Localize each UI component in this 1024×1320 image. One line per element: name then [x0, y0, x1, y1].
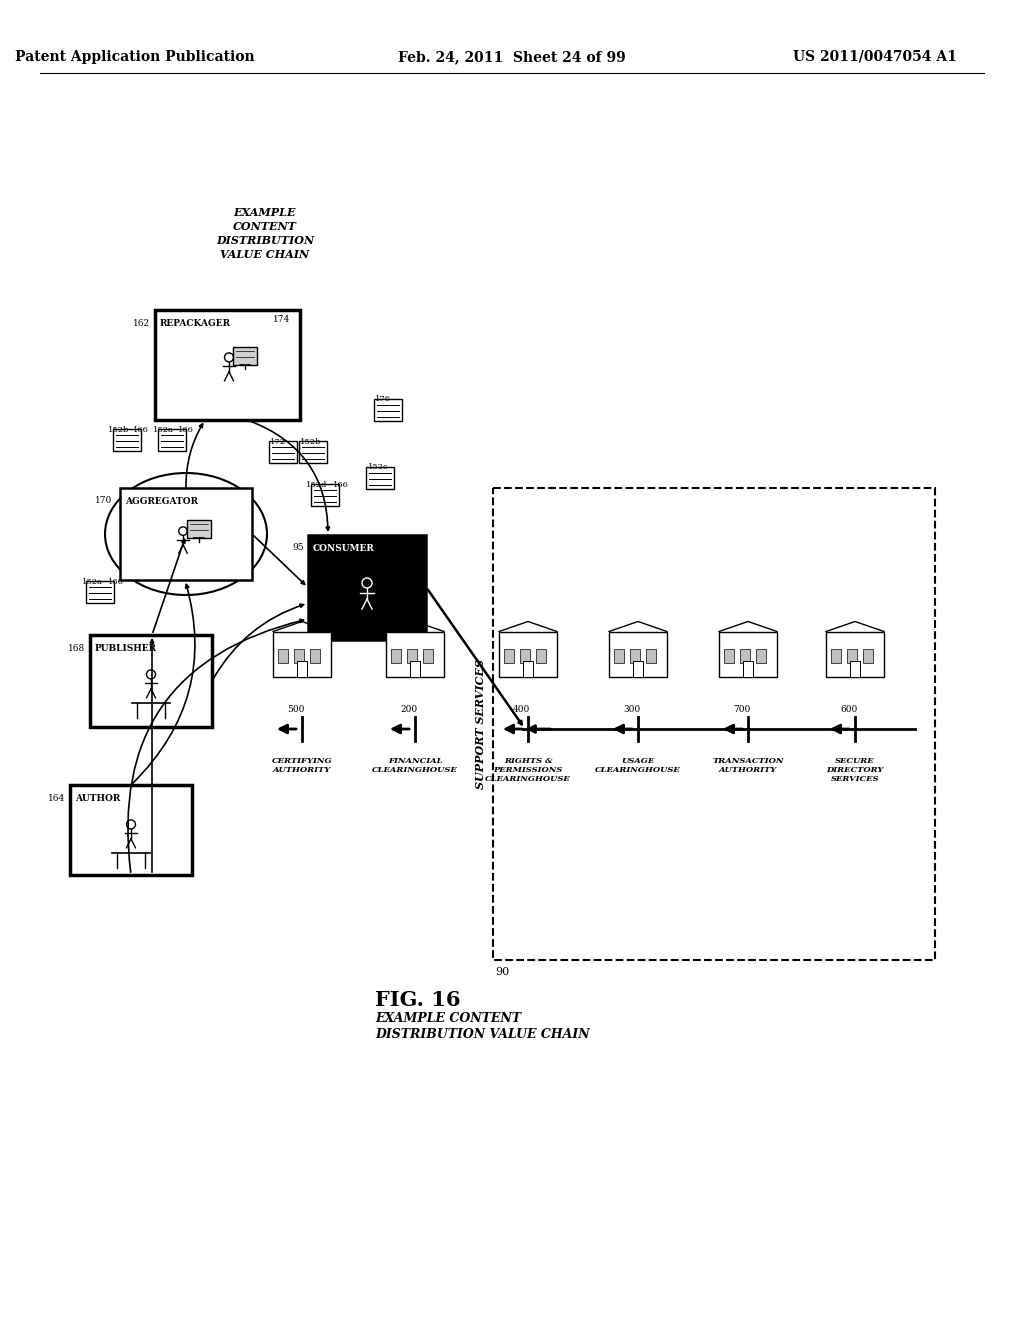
- Bar: [120, 488, 252, 579]
- Bar: [520, 649, 530, 663]
- Text: REPACKAGER: REPACKAGER: [160, 319, 231, 327]
- Bar: [646, 649, 656, 663]
- Text: 168: 168: [68, 644, 85, 653]
- Text: VALUE CHAIN: VALUE CHAIN: [220, 248, 309, 260]
- Bar: [90, 635, 212, 727]
- Text: 300: 300: [623, 705, 640, 714]
- Bar: [724, 649, 734, 663]
- Text: 500: 500: [287, 705, 304, 714]
- Text: EXAMPLE CONTENT: EXAMPLE CONTENT: [375, 1012, 521, 1026]
- Text: 176: 176: [375, 395, 391, 403]
- Bar: [70, 785, 193, 875]
- Text: AGGREGATOR: AGGREGATOR: [125, 498, 198, 506]
- Bar: [113, 429, 141, 451]
- Bar: [374, 399, 402, 421]
- Text: DISTRIBUTION VALUE CHAIN: DISTRIBUTION VALUE CHAIN: [375, 1028, 590, 1041]
- Text: 166: 166: [108, 578, 124, 586]
- Text: 400: 400: [513, 705, 530, 714]
- Text: 152d: 152d: [306, 480, 328, 488]
- Text: SUPPORT SERVICES: SUPPORT SERVICES: [475, 659, 486, 789]
- Text: 164: 164: [48, 795, 65, 803]
- Text: 152a: 152a: [153, 426, 174, 434]
- Bar: [297, 660, 307, 676]
- Text: 95: 95: [293, 543, 304, 552]
- Text: 700: 700: [733, 705, 751, 714]
- Bar: [187, 520, 211, 539]
- Text: 162: 162: [133, 319, 150, 327]
- Text: Patent Application Publication: Patent Application Publication: [15, 50, 255, 63]
- Text: US 2011/0047054 A1: US 2011/0047054 A1: [793, 50, 957, 63]
- Text: CONTENT: CONTENT: [233, 220, 297, 231]
- Bar: [756, 649, 766, 663]
- Bar: [423, 649, 433, 663]
- Bar: [366, 467, 394, 488]
- Text: 174: 174: [272, 315, 290, 323]
- Bar: [504, 649, 514, 663]
- Bar: [826, 631, 884, 676]
- Bar: [233, 347, 257, 366]
- Bar: [630, 649, 640, 663]
- Bar: [743, 660, 753, 676]
- Bar: [310, 649, 319, 663]
- Text: 600: 600: [840, 705, 857, 714]
- Bar: [386, 631, 444, 676]
- Text: USAGE
CLEARINGHOUSE: USAGE CLEARINGHOUSE: [595, 756, 681, 775]
- Text: 152b: 152b: [300, 438, 322, 446]
- Bar: [493, 488, 935, 960]
- Bar: [850, 660, 860, 676]
- Bar: [311, 484, 339, 506]
- Bar: [294, 649, 304, 663]
- Bar: [740, 649, 750, 663]
- Bar: [523, 660, 534, 676]
- Text: FINANCIAL
CLEARINGHOUSE: FINANCIAL CLEARINGHOUSE: [372, 756, 458, 775]
- Bar: [499, 631, 557, 676]
- Bar: [609, 631, 667, 676]
- Text: FIG. 16: FIG. 16: [375, 990, 461, 1010]
- Bar: [633, 660, 643, 676]
- Text: 152c: 152c: [368, 463, 389, 471]
- Text: 152a: 152a: [82, 578, 102, 586]
- Text: 166: 166: [133, 426, 148, 434]
- Text: CERTIFYING
AUTHORITY: CERTIFYING AUTHORITY: [271, 756, 333, 775]
- Bar: [847, 649, 857, 663]
- Text: PUBLISHER: PUBLISHER: [95, 644, 157, 653]
- Bar: [299, 441, 327, 463]
- Bar: [391, 649, 401, 663]
- Bar: [614, 649, 624, 663]
- Text: 166: 166: [333, 480, 349, 488]
- Bar: [410, 660, 420, 676]
- Text: DISTRIBUTION: DISTRIBUTION: [216, 235, 314, 246]
- Text: 170: 170: [95, 496, 112, 506]
- Text: 200: 200: [400, 705, 417, 714]
- Text: EXAMPLE: EXAMPLE: [233, 206, 296, 218]
- Bar: [308, 535, 426, 640]
- Text: TRANSACTION
AUTHORITY: TRANSACTION AUTHORITY: [713, 756, 783, 775]
- Text: 152b: 152b: [108, 426, 129, 434]
- Text: CONSUMER: CONSUMER: [313, 544, 375, 553]
- Text: 166: 166: [178, 426, 194, 434]
- Bar: [863, 649, 873, 663]
- Bar: [278, 649, 288, 663]
- Bar: [86, 581, 114, 603]
- Bar: [269, 441, 297, 463]
- Text: SECURE
DIRECTORY
SERVICES: SECURE DIRECTORY SERVICES: [826, 756, 884, 783]
- Text: 172: 172: [270, 438, 286, 446]
- Bar: [536, 649, 546, 663]
- Bar: [273, 631, 331, 676]
- Text: RIGHTS &
PERMISSIONS
CLEARINGHOUSE: RIGHTS & PERMISSIONS CLEARINGHOUSE: [485, 756, 570, 783]
- Text: 90: 90: [495, 968, 509, 977]
- Text: Feb. 24, 2011  Sheet 24 of 99: Feb. 24, 2011 Sheet 24 of 99: [398, 50, 626, 63]
- Bar: [719, 631, 777, 676]
- Bar: [158, 429, 186, 451]
- Bar: [407, 649, 417, 663]
- Bar: [831, 649, 841, 663]
- Text: AUTHOR: AUTHOR: [75, 795, 120, 803]
- Bar: [155, 310, 300, 420]
